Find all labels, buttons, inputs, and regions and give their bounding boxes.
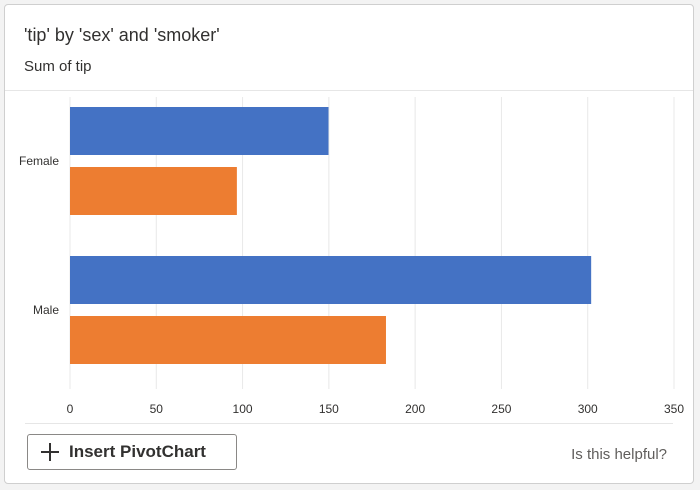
is-this-helpful-link[interactable]: Is this helpful? <box>571 446 667 463</box>
x-tick-label: 250 <box>491 402 511 416</box>
insert-pivotchart-button[interactable]: Insert PivotChart <box>27 434 237 470</box>
chart-title: 'tip' by 'sex' and 'smoker' <box>24 25 220 45</box>
x-tick-label: 0 <box>67 402 74 416</box>
divider <box>5 90 693 91</box>
category-label-female: Female <box>19 154 59 168</box>
plus-icon <box>41 443 59 461</box>
category-label-male: Male <box>33 303 59 317</box>
x-tick-label: 100 <box>233 402 253 416</box>
bar-female-series-1 <box>70 107 329 155</box>
chart-card: 'tip' by 'sex' and 'smoker' Sum of tip F… <box>4 4 694 484</box>
bar-chart: Female Male 0 50 100 150 200 250 300 350 <box>19 97 684 416</box>
x-tick-label: 300 <box>578 402 598 416</box>
chart-subtitle: Sum of tip <box>24 58 92 75</box>
bar-female-series-2 <box>70 167 237 215</box>
x-tick-label: 150 <box>319 402 339 416</box>
x-tick-label: 200 <box>405 402 425 416</box>
x-tick-label: 350 <box>664 402 684 416</box>
insert-pivotchart-label: Insert PivotChart <box>69 442 206 461</box>
bar-male-series-2 <box>70 316 386 364</box>
bar-male-series-1 <box>70 256 592 304</box>
x-tick-label: 50 <box>150 402 164 416</box>
divider <box>25 423 673 424</box>
